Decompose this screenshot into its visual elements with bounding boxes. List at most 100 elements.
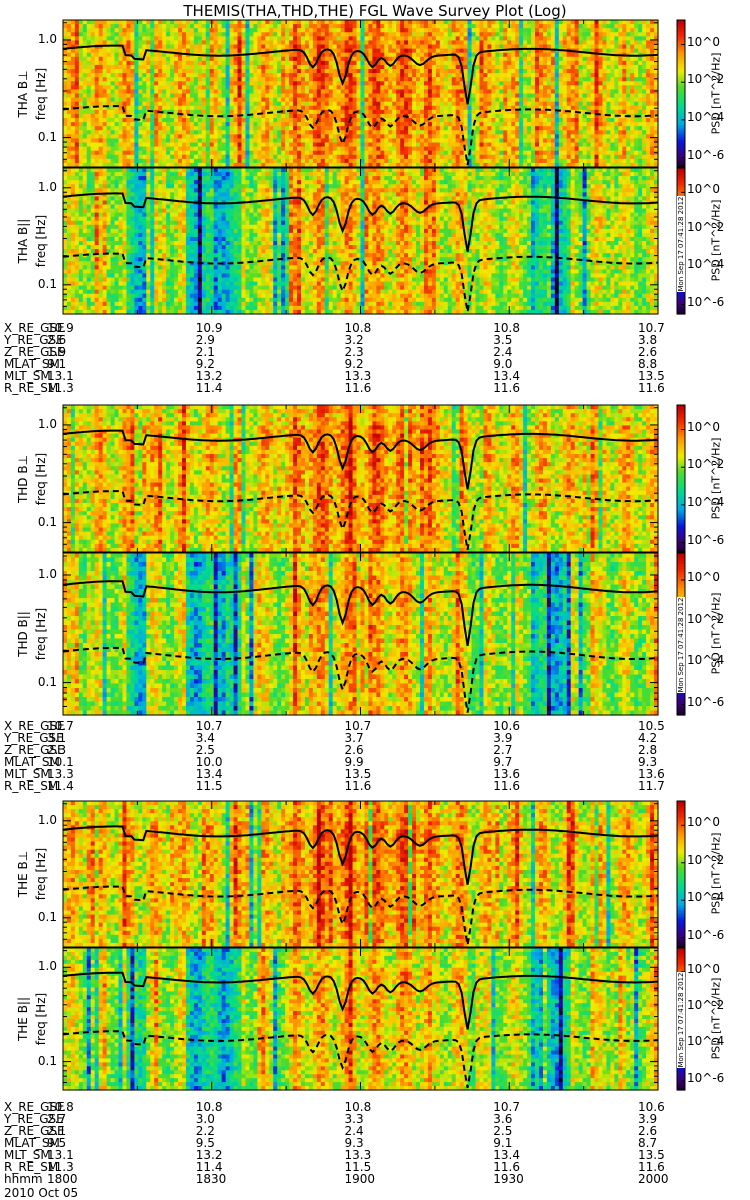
spectrogram-cell [372, 20, 377, 25]
spectrogram-cell [225, 134, 231, 140]
spectrogram-cell [273, 28, 278, 33]
spectrogram-cell [602, 122, 608, 127]
spectrogram-cell [134, 20, 139, 25]
spectrogram-cell [146, 126, 151, 131]
spectrogram-cell [312, 28, 318, 33]
spectrogram-cell [261, 85, 266, 91]
spectrogram-cell [483, 146, 489, 152]
spectrogram-cell [578, 73, 584, 78]
spectrogram-cell [233, 158, 239, 164]
spectrogram-cell [86, 146, 92, 152]
spectrogram-cell [78, 126, 84, 131]
spectrogram-cell [392, 48, 397, 54]
spectrogram-cell [90, 101, 96, 107]
spectrogram-cell [408, 52, 413, 58]
spectrogram-cell [467, 73, 473, 78]
spectrogram-cell [90, 105, 96, 111]
spectrogram-cell [467, 122, 473, 127]
spectrogram-cell [515, 85, 520, 91]
spectrogram-cell [293, 81, 298, 86]
spectrogram-cell [304, 48, 310, 54]
spectrogram-cell [515, 40, 520, 46]
spectrogram-cell [178, 81, 183, 86]
spectrogram-cell [475, 73, 481, 78]
spectrogram-cell [606, 97, 611, 103]
spectrogram-cell [550, 81, 556, 86]
spectrogram-cell [285, 64, 290, 70]
spectrogram-cell [66, 89, 72, 95]
spectrogram-cell [66, 73, 72, 78]
spectrogram-cell [301, 77, 306, 82]
spectrogram-cell [217, 97, 223, 103]
spectrogram-cell [408, 118, 413, 123]
spectrogram-cell [277, 142, 282, 148]
spectrogram-cell [372, 97, 377, 103]
spectrogram-cell [213, 158, 219, 164]
spectrogram-cell [253, 158, 258, 164]
spectrogram-cell [582, 69, 588, 74]
spectrogram-cell [539, 101, 544, 107]
spectrogram-cell [316, 101, 322, 107]
spectrogram-cell [368, 56, 373, 62]
spectrogram-cell [281, 138, 286, 144]
spectrogram-cell [491, 36, 496, 42]
spectrogram-cell [400, 48, 405, 54]
spectrogram-cell [535, 118, 540, 123]
spectrogram-cell [154, 44, 159, 50]
spectrogram-cell [550, 97, 556, 103]
spectrogram-cell [324, 44, 330, 50]
spectrogram-cell [301, 89, 306, 95]
spectrogram-cell [356, 126, 362, 131]
spectrogram-cell [586, 146, 592, 152]
spectrogram-cell [578, 142, 584, 148]
spectrogram-cell [253, 64, 258, 70]
spectrogram-cell [598, 130, 604, 135]
spectrogram-cell [562, 24, 568, 29]
spectrogram-cell [455, 36, 461, 42]
spectrogram-cell [408, 105, 413, 111]
spectrogram-cell [602, 40, 608, 46]
spectrogram-cell [193, 56, 199, 62]
spectrogram-cell [495, 81, 500, 86]
spectrogram-cell [86, 130, 92, 135]
spectrogram-cell [197, 77, 203, 82]
spectrogram-cell [443, 48, 449, 54]
spectrogram-cell [245, 122, 251, 127]
spectrogram-cell [126, 24, 132, 29]
spectrogram-cell [479, 64, 485, 70]
spectrogram-cell [269, 81, 274, 86]
spectrogram-cell [352, 24, 358, 29]
spectrogram-cell [471, 158, 477, 164]
spectrogram-cell [368, 64, 373, 70]
spectrogram-cell [114, 130, 120, 135]
spectrogram-cell [360, 158, 366, 164]
spectrogram-cell [431, 32, 437, 37]
spectrogram-cell [340, 134, 346, 140]
spectrogram-cell [336, 56, 342, 62]
spectrogram-cell [511, 130, 516, 135]
spectrogram-cell [566, 73, 572, 78]
spectrogram-cell [90, 48, 96, 54]
spectrogram-cell [185, 40, 191, 46]
spectrogram-cell [336, 77, 342, 82]
spectrogram-cell [408, 134, 413, 140]
spectrogram-cell [606, 93, 611, 99]
spectrogram-cell [265, 77, 270, 82]
spectrogram-cell [356, 28, 362, 33]
spectrogram-cell [130, 77, 135, 82]
spectrogram-cell [162, 142, 167, 148]
spectrogram-cell [368, 40, 373, 46]
spectrogram-cell [479, 142, 485, 148]
spectrogram-cell [332, 20, 338, 25]
spectrogram-cell [178, 126, 183, 131]
spectrogram-cell [531, 56, 536, 62]
spectrogram-cell [420, 118, 425, 123]
spectrogram-cell [90, 154, 96, 160]
spectrogram-cell [336, 126, 342, 131]
spectrogram-cell [174, 32, 179, 37]
spectrogram-cell [78, 56, 84, 62]
spectrogram-cell [98, 126, 104, 131]
spectrogram-cell [483, 93, 489, 99]
spectrogram-cell [487, 93, 492, 99]
spectrogram-cell [392, 138, 397, 144]
